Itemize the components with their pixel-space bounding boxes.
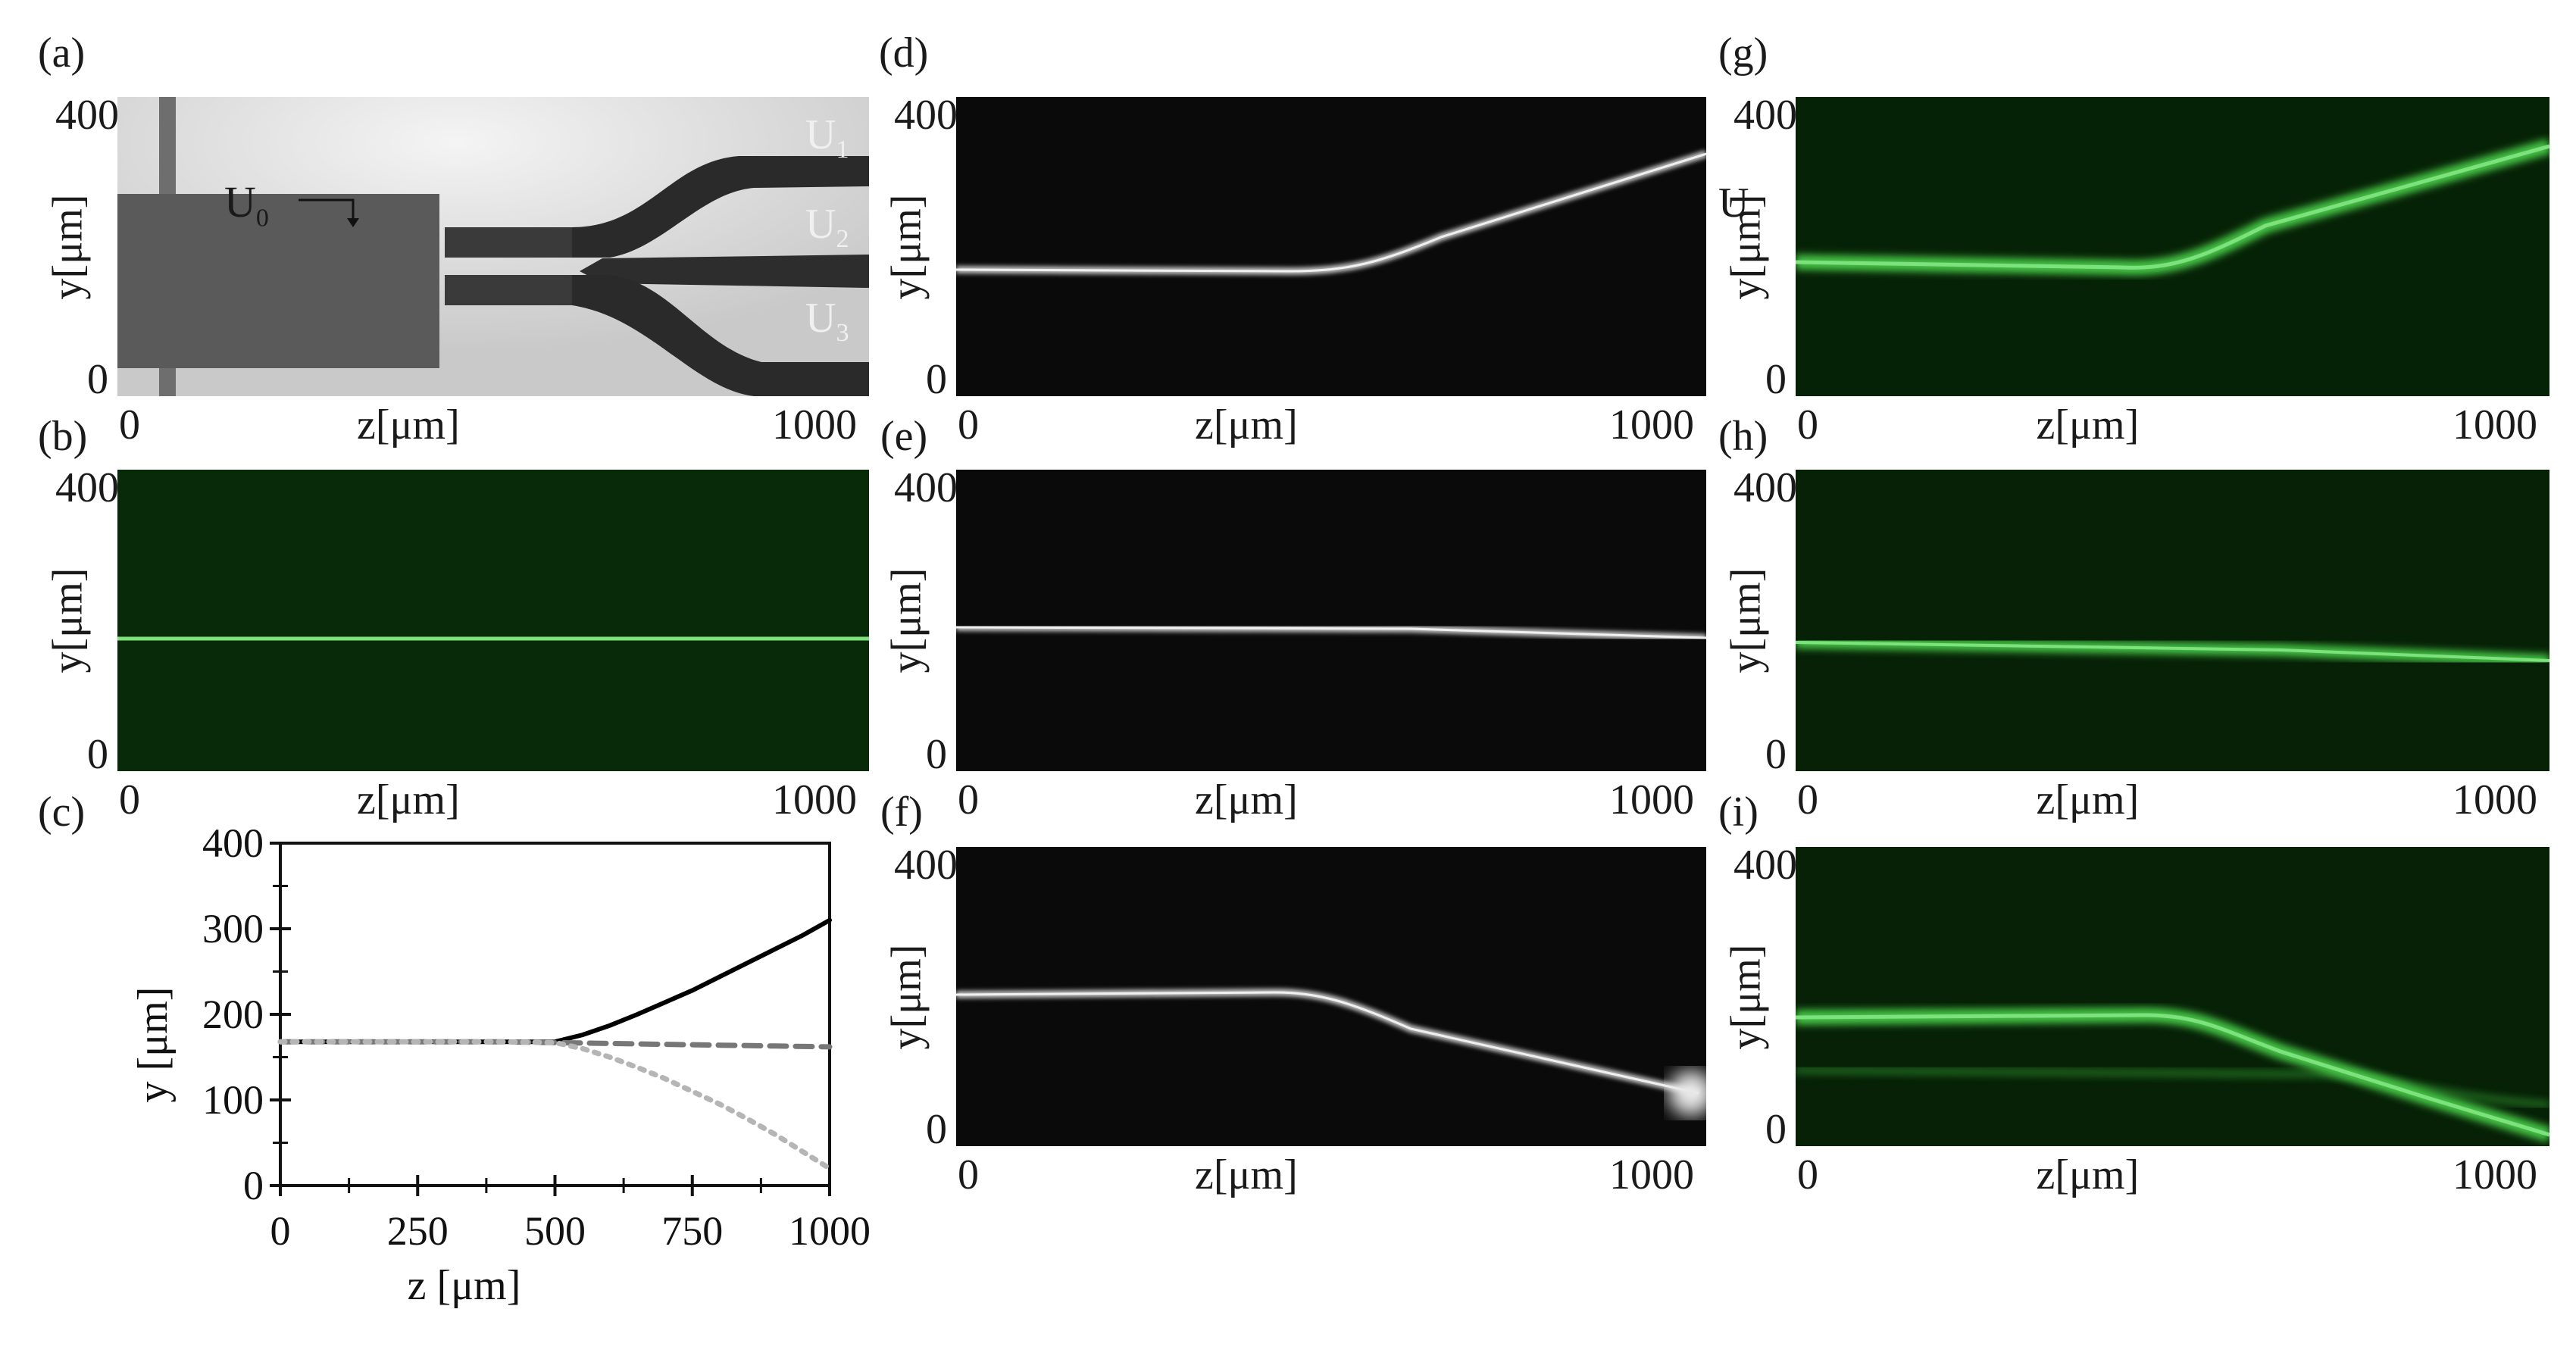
panel-d-y-tick-bottom: 0 [926,356,947,403]
x-tick-label: 0 [270,1208,291,1254]
u1-label: U1 [805,111,849,164]
panel-h-y-axis-label: y[μm] [1722,567,1770,673]
panel-h-x-tick-left: 0 [1797,776,1818,823]
panel-g-fluorescence-image [1796,97,2549,396]
panel-label-a: (a) [38,30,86,77]
panel-d-image [956,97,1706,396]
panel-i-y-tick-bottom: 0 [1765,1106,1787,1153]
plot-frame [279,842,831,1187]
panel-label-h: (h) [1718,413,1768,460]
panel-h-y-tick-top: 400 [1733,464,1797,511]
u0-arrow-icon [299,198,359,227]
panel-f-y-tick-top: 400 [894,842,958,889]
panel-d-x-tick-left: 0 [958,401,979,448]
panel-b-y-axis-label: y[μm] [44,567,92,673]
panel-f-x-tick-left: 0 [958,1151,979,1198]
u0-label: U0 [224,177,269,233]
y-tick-label: 400 [202,820,264,866]
panel-h-fluorescence-image [1796,470,2549,771]
panel-d-x-axis-label: z[μm] [1195,401,1298,448]
u3-label: U3 [805,295,849,348]
panel-label-d: (d) [879,30,929,77]
panel-label-e: (e) [880,413,928,460]
x-tick-label: 500 [524,1208,586,1254]
panel-e-y-tick-top: 400 [894,464,958,511]
panel-i-x-tick-right: 1000 [2453,1151,2537,1198]
panel-label-g: (g) [1718,30,1768,77]
panel-a-y-axis-label: y[μm] [44,194,92,299]
panel-a-brightfield-image [117,97,869,396]
panel-b-x-tick-left: 0 [119,776,140,823]
panel-b-x-axis-label: z[μm] [357,776,460,823]
panel-f-y-tick-bottom: 0 [926,1106,947,1153]
panel-d-x-tick-right: 1000 [1609,401,1694,448]
panel-h-x-axis-label: z[μm] [2036,776,2140,823]
panel-i-y-tick-top: 400 [1733,842,1797,889]
panel-a-x-axis-label: z[μm] [357,401,460,448]
panel-a-y-tick-bottom: 0 [87,356,108,403]
panel-g-x-tick-right: 1000 [2453,401,2537,448]
panel-b-x-tick-right: 1000 [772,776,857,823]
panel-e-x-axis-label: z[μm] [1195,776,1298,823]
panel-e-image [956,470,1706,771]
panel-label-f: (f) [880,789,923,836]
panel-i-fluorescence-image [1796,847,2549,1146]
panel-i-y-axis-label: y[μm] [1722,944,1770,1049]
series-line-solid [278,917,832,1045]
panel-b-fluorescence-image [117,470,869,771]
y-tick-label: 0 [243,1163,264,1208]
panel-g-y-tick-top: 400 [1733,92,1797,139]
panel-i-x-tick-left: 0 [1797,1151,1818,1198]
panel-e-y-axis-label: y[μm] [883,567,930,673]
panel-i-x-axis-label: z[μm] [2036,1151,2140,1198]
panel-h-x-tick-right: 1000 [2453,776,2537,823]
panel-f-image [956,847,1706,1146]
panel-d-y-axis-label: y[μm] [883,194,930,299]
panel-e-x-tick-left: 0 [958,776,979,823]
panel-g-x-axis-label: z[μm] [2036,401,2140,448]
panel-g-y-axis-label: y[μm] [1722,194,1770,299]
panel-f-x-tick-right: 1000 [1609,1151,1694,1198]
x-tick-label: 1000 [789,1208,871,1254]
panel-a-x-tick-right: 1000 [772,401,857,448]
panel-a-y-tick-top: 400 [55,92,119,139]
u2-label: U2 [805,201,849,254]
series-line-dotted [277,1039,833,1171]
panel-d-y-tick-top: 400 [894,92,958,139]
panel-g-x-tick-left: 0 [1797,401,1818,448]
y-axis-label: y [μm] [130,987,177,1103]
panel-c-trajectory-chart: 0 250 500 750 1000 0 100 200 300 400 z [μm] y [μm] [121,820,879,1322]
panel-e-y-tick-bottom: 0 [926,731,947,778]
panel-b-y-tick-bottom: 0 [87,731,108,778]
panel-label-i: (i) [1718,789,1758,836]
x-axis-label: z [μm] [408,1262,521,1309]
panel-label-c: (c) [38,789,86,836]
panel-g-y-tick-bottom: 0 [1765,356,1787,403]
panel-g-u-label: U [1718,180,1749,227]
x-tick-label: 250 [387,1208,449,1254]
panel-h-y-tick-bottom: 0 [1765,731,1787,778]
panel-label-b: (b) [38,413,88,460]
y-tick-label: 200 [202,992,264,1037]
y-tick-label: 300 [202,906,264,951]
panel-a-x-tick-left: 0 [119,401,140,448]
panel-f-x-axis-label: z[μm] [1195,1151,1298,1198]
panel-e-x-tick-right: 1000 [1609,776,1694,823]
panel-b-y-tick-top: 400 [55,464,119,511]
y-tick-label: 100 [202,1077,264,1123]
panel-f-y-axis-label: y[μm] [883,944,930,1049]
x-tick-label: 750 [661,1208,723,1254]
